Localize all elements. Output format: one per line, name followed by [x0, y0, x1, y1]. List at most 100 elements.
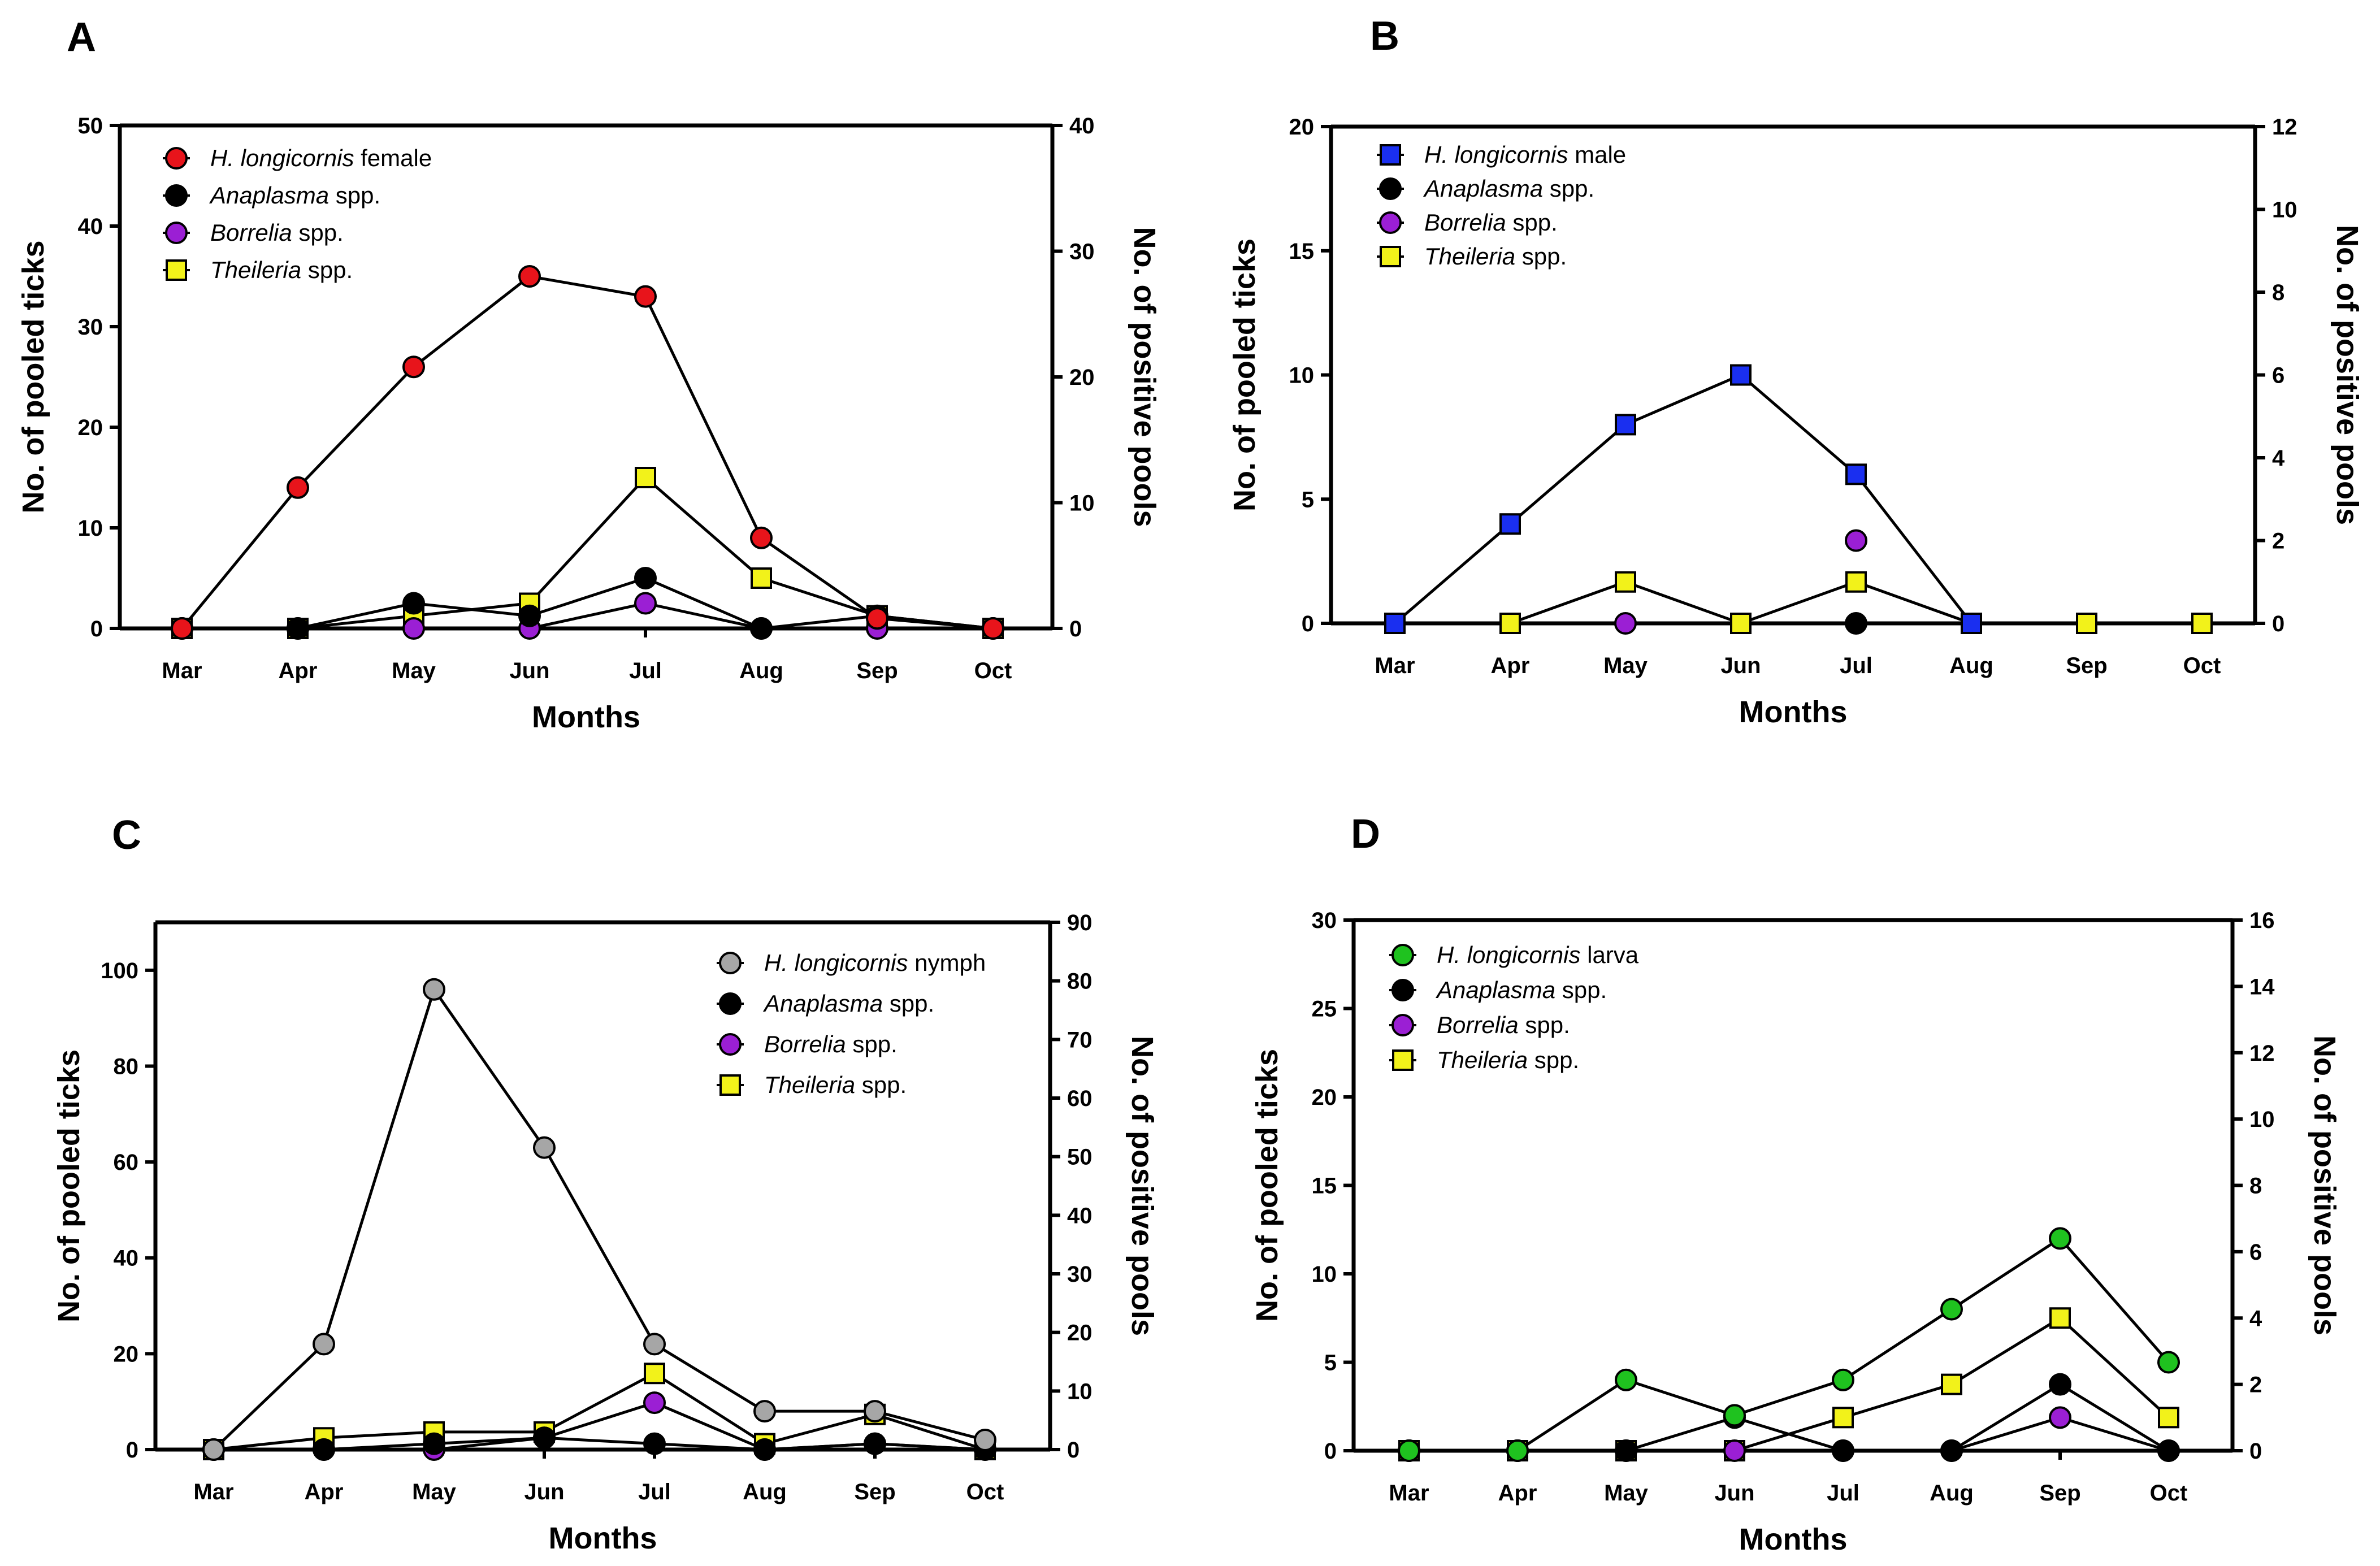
data-point — [1832, 1368, 1854, 1391]
data-point — [864, 1432, 886, 1455]
left-y-tick-label: 80 — [114, 1054, 139, 1079]
left-y-tick-label: 100 — [101, 958, 138, 983]
data-point — [2157, 1439, 2180, 1462]
data-point — [1723, 1404, 1746, 1427]
x-axis-title: Months — [1739, 695, 1848, 729]
x-tick-label: Sep — [2066, 653, 2107, 678]
left-y-tick-label: 10 — [1289, 363, 1315, 388]
right-y-tick-label: 2 — [2249, 1373, 2262, 1398]
data-point — [634, 592, 657, 615]
x-tick-label: Jul — [629, 658, 662, 683]
series-line — [182, 475, 994, 630]
right-y-tick-label: 12 — [2272, 115, 2297, 140]
data-point — [313, 1438, 335, 1461]
right-y-tick-label: 0 — [1067, 1438, 1080, 1463]
data-point — [1940, 1439, 1963, 1462]
left-y-tick-label: 0 — [1302, 611, 1314, 636]
data-point — [1832, 1407, 1854, 1429]
legend-label-italic: Anaplasma — [209, 182, 329, 209]
x-tick-label: Aug — [743, 1480, 787, 1504]
x-tick-label: Apr — [1491, 653, 1530, 678]
data-point — [1398, 1439, 1420, 1462]
x-tick-label: Jul — [1840, 653, 1872, 678]
legend-marker — [719, 1074, 741, 1096]
legend-label-rest: spp. — [1506, 209, 1558, 236]
legend-marker — [1391, 1014, 1414, 1036]
right-y-tick-label: 8 — [2249, 1174, 2262, 1199]
data-point — [2158, 1407, 2179, 1429]
data-point — [750, 617, 773, 640]
data-point — [974, 1429, 996, 1452]
x-tick-label: May — [1604, 1481, 1649, 1506]
data-point — [1499, 513, 1521, 535]
legend-label-rest: spp. — [1555, 977, 1607, 1003]
left-y-tick-label: 60 — [114, 1150, 139, 1175]
series-line — [213, 1372, 986, 1451]
legend-label-rest: spp. — [1543, 175, 1594, 202]
data-point — [423, 1432, 445, 1455]
legend-label-italic: H. longicornis — [210, 145, 354, 171]
legend-label: Anaplasma spp. — [1423, 175, 1594, 202]
data-point — [1845, 463, 1867, 485]
legend-label: Borrelia spp. — [210, 219, 344, 246]
x-tick-label: Apr — [1498, 1481, 1537, 1506]
left-y-tick-label: 20 — [1289, 115, 1315, 140]
right-y-tick-label: 30 — [1067, 1262, 1093, 1287]
legend-label: Borrelia spp. — [1424, 209, 1558, 236]
legend-marker — [719, 1033, 742, 1056]
x-tick-label: Aug — [1949, 653, 1993, 678]
x-tick-label: Mar — [162, 658, 202, 683]
legend-label: Anaplasma spp. — [762, 990, 934, 1017]
left-y-tick-label: 0 — [90, 617, 103, 641]
left-y-tick-label: 10 — [1312, 1262, 1337, 1287]
data-point — [1940, 1298, 1963, 1321]
y-axis-title: No. of pooled ticks — [52, 1049, 86, 1322]
data-point — [982, 617, 1004, 640]
legend-label-rest: spp. — [883, 990, 934, 1017]
legend-label-italic: Theileria — [1437, 1047, 1528, 1073]
left-y-tick-label: 20 — [1312, 1085, 1337, 1110]
data-point — [753, 1400, 776, 1423]
data-point — [751, 567, 772, 589]
panel-label: D — [1351, 812, 1380, 857]
legend-label-italic: Borrelia — [1437, 1012, 1519, 1038]
legend-label-rest: spp. — [846, 1031, 898, 1057]
right-y-tick-label: 10 — [2272, 198, 2297, 223]
legend-label: Anaplasma spp. — [1435, 977, 1607, 1003]
data-point — [171, 617, 193, 640]
data-point — [634, 567, 657, 589]
data-point — [533, 1136, 556, 1159]
panel-label: B — [1370, 14, 1399, 59]
data-point — [402, 355, 425, 379]
y-axis-title: No. of pooled ticks — [1228, 238, 1261, 511]
legend-label-italic: H. longicornis — [764, 949, 908, 976]
legend-marker — [1391, 944, 1414, 966]
legend-label-rest: spp. — [855, 1072, 907, 1098]
legend-label-italic: Borrelia — [1424, 209, 1506, 236]
left-y-tick-label: 30 — [1312, 908, 1337, 933]
chart-panel-a: A 0 10 20 30 40 50 0 10 20 30 40 Mar Apr May Jun Jul Aug S… — [16, 15, 1161, 734]
legend-label-italic: Anaplasma — [1423, 175, 1543, 202]
x-tick-label: May — [412, 1480, 457, 1504]
legend-marker — [165, 222, 188, 244]
legend-marker — [1392, 1049, 1414, 1071]
data-point — [402, 617, 425, 640]
left-y-tick-label: 0 — [126, 1438, 138, 1463]
legend-label-rest: spp. — [1519, 1012, 1570, 1038]
legend-marker — [719, 992, 742, 1015]
left-y-tick-label: 25 — [1312, 997, 1337, 1022]
right-y-tick-label: 16 — [2249, 908, 2275, 933]
data-point — [1506, 1439, 1529, 1462]
x-tick-label: Mar — [193, 1480, 233, 1504]
right-y-tick-label: 10 — [1069, 491, 1095, 516]
x-tick-label: Jun — [1714, 1481, 1754, 1506]
right-y-tick-label: 20 — [1067, 1321, 1093, 1346]
right-y-tick-label: 80 — [1067, 969, 1093, 994]
left-y-tick-label: 30 — [78, 315, 103, 340]
right-y-tick-label: 4 — [2249, 1306, 2262, 1331]
x-tick-label: Sep — [856, 658, 898, 683]
data-point — [1615, 1368, 1637, 1391]
legend-label-italic: Borrelia — [210, 219, 292, 246]
right-y-tick-label: 40 — [1069, 114, 1095, 138]
x-tick-label: Sep — [854, 1480, 895, 1504]
